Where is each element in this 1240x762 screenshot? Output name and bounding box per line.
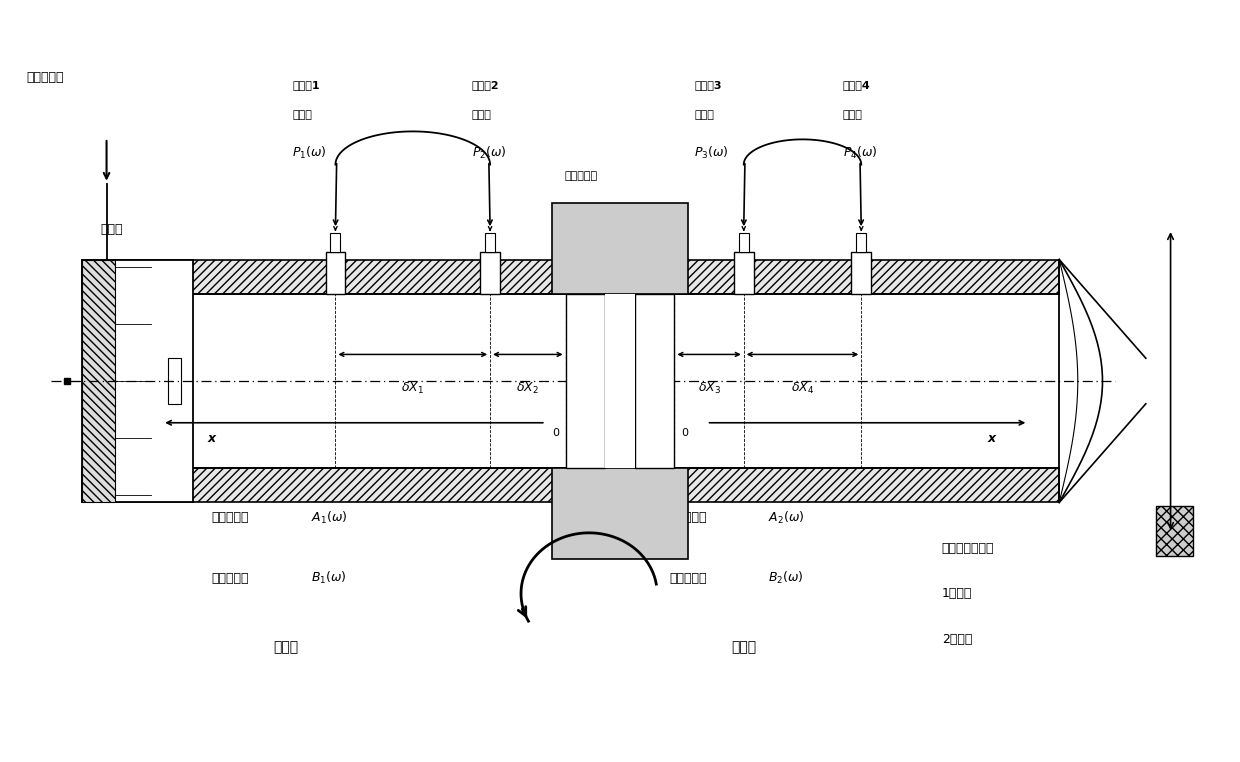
Text: 入射声波＝: 入射声波＝ (212, 511, 249, 524)
Bar (480, 252, 500, 293)
Bar (169, 358, 181, 404)
Bar (857, 233, 867, 252)
Text: 传声全1: 传声全1 (293, 80, 320, 90)
Bar (852, 252, 872, 293)
Text: 的声压: 的声压 (471, 110, 491, 120)
Text: $P_3(\omega)$: $P_3(\omega)$ (694, 146, 729, 162)
Text: 透射侧: 透射侧 (732, 640, 756, 654)
Text: 信号发生器: 信号发生器 (26, 71, 63, 84)
Bar (1156, 506, 1193, 555)
Text: $A_1(\omega)$: $A_1(\omega)$ (311, 510, 347, 526)
Text: 扬声器: 扬声器 (100, 223, 123, 235)
Bar (82, 260, 193, 502)
Bar (82, 469, 1059, 502)
Text: 传声全3: 传声全3 (694, 80, 722, 90)
Bar (739, 233, 749, 252)
Bar (552, 203, 688, 293)
Text: 入射声波＝: 入射声波＝ (670, 511, 707, 524)
Text: $\delta X_4$: $\delta X_4$ (791, 381, 815, 396)
Bar (635, 293, 675, 469)
Text: 反射声波＝: 反射声波＝ (212, 572, 249, 585)
Bar (82, 260, 1059, 293)
Text: 反射声波＝: 反射声波＝ (670, 572, 707, 585)
Bar (565, 293, 605, 469)
Text: 0: 0 (552, 428, 559, 438)
Text: 的声压: 的声压 (843, 110, 863, 120)
Bar (734, 252, 754, 293)
Text: 0: 0 (681, 428, 688, 438)
Bar (605, 293, 635, 469)
Text: $B_1(\omega)$: $B_1(\omega)$ (311, 570, 346, 587)
Text: $P_1(\omega)$: $P_1(\omega)$ (293, 146, 327, 162)
Text: x: x (987, 432, 996, 445)
Text: $B_2(\omega)$: $B_2(\omega)$ (769, 570, 804, 587)
Text: 两种测量配置：: 两种测量配置： (941, 542, 994, 555)
Text: 的声压: 的声压 (293, 110, 312, 120)
Bar (326, 252, 345, 293)
Text: $A_2(\omega)$: $A_2(\omega)$ (769, 510, 805, 526)
Text: $\delta X_1$: $\delta X_1$ (402, 381, 424, 396)
Text: $\delta X_3$: $\delta X_3$ (698, 381, 720, 396)
Text: 1、开口: 1、开口 (941, 587, 972, 600)
Text: 的声压: 的声压 (694, 110, 714, 120)
Bar (82, 260, 115, 502)
Text: $P_4(\omega)$: $P_4(\omega)$ (843, 146, 878, 162)
Text: 样本保持架: 样本保持架 (564, 171, 598, 181)
Bar (552, 469, 688, 559)
Text: $P_2(\omega)$: $P_2(\omega)$ (471, 146, 506, 162)
Text: 2、闭口: 2、闭口 (941, 632, 972, 645)
Text: $\delta X_2$: $\delta X_2$ (516, 381, 539, 396)
Text: 传声全4: 传声全4 (843, 80, 870, 90)
Text: 传声全2: 传声全2 (471, 80, 500, 90)
Bar (331, 233, 341, 252)
Text: x: x (207, 432, 216, 445)
Text: 入射侧: 入射侧 (274, 640, 299, 654)
Bar (485, 233, 495, 252)
